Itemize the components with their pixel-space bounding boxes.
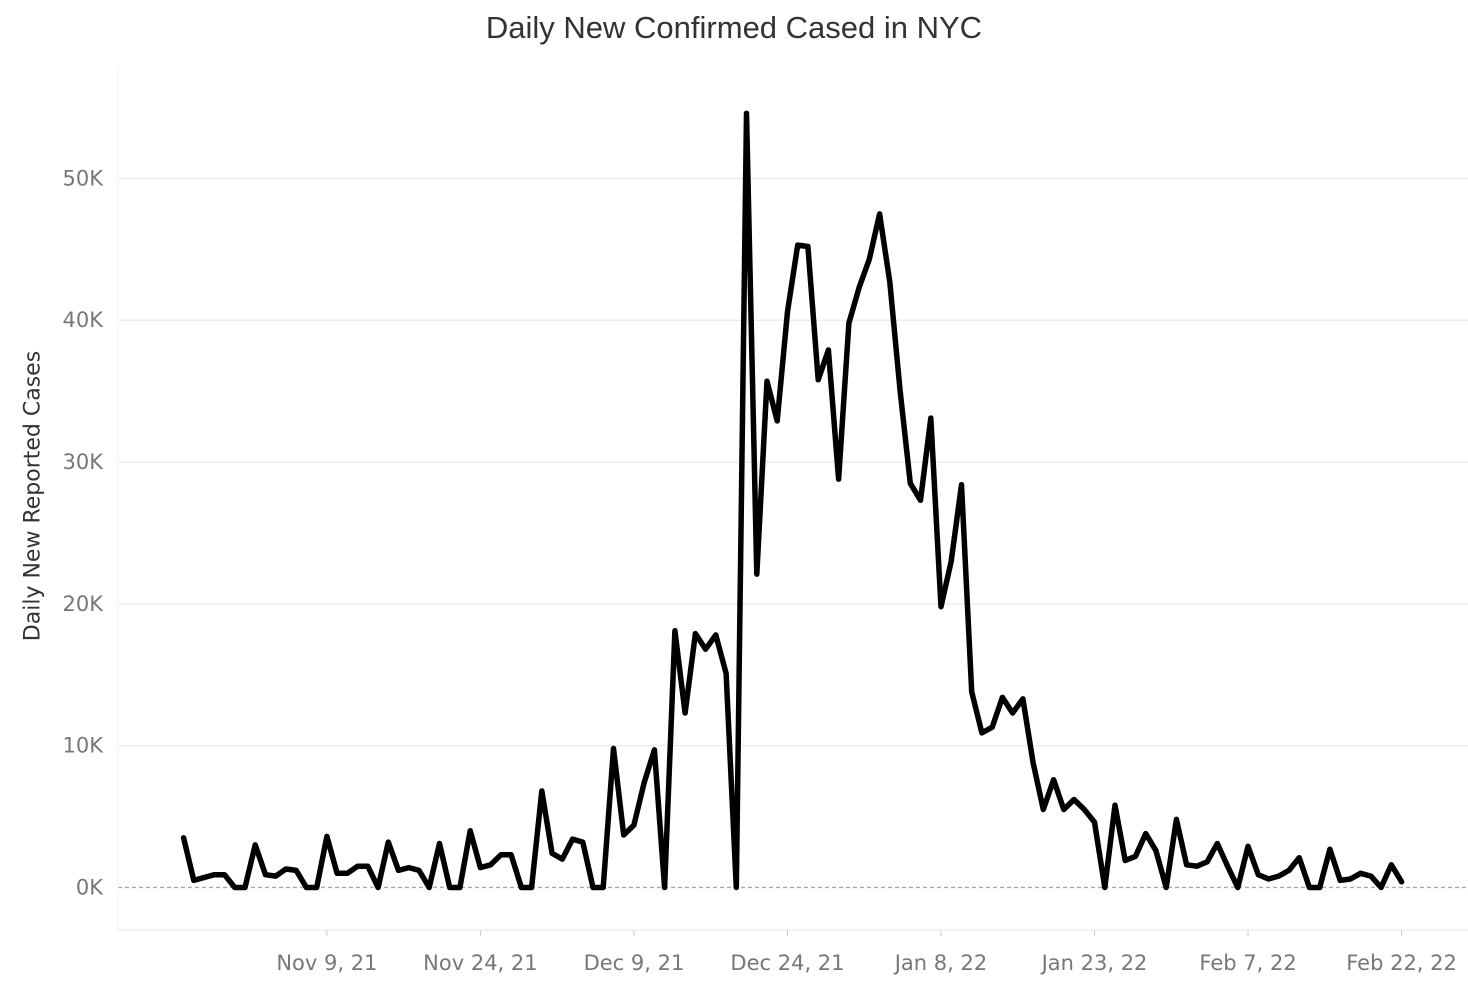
- x-tick-label: Dec 9, 21: [584, 951, 685, 975]
- y-tick-label: 30K: [63, 450, 105, 474]
- series-layer: [180, 110, 1405, 891]
- y-tick-label: 50K: [63, 166, 105, 190]
- chart-title: Daily New Confirmed Cased in NYC: [485, 10, 983, 45]
- x-axis-ticks: Nov 9, 21 Nov 24, 21 Dec 9, 21 Dec 24, 21 Ja…: [276, 930, 1457, 975]
- gridlines: [118, 177, 1468, 889]
- y-tick-label: 10K: [63, 734, 105, 758]
- x-tick-label: Nov 24, 21: [423, 951, 537, 975]
- y-axis-ticks: 0K 10K 20K 30K 40K 50K: [63, 166, 105, 899]
- y-tick-label: 0K: [76, 875, 104, 899]
- y-tick-label: 20K: [63, 592, 105, 616]
- y-tick-label: 40K: [63, 308, 105, 332]
- x-tick-label: Jan 23, 22: [1040, 951, 1148, 975]
- x-tick-label: Feb 22, 22: [1346, 951, 1457, 975]
- x-tick-label: Nov 9, 21: [276, 951, 377, 975]
- x-tick-label: Feb 7, 22: [1199, 951, 1296, 975]
- x-tick-label: Jan 8, 22: [893, 951, 987, 975]
- series-line: [180, 110, 1405, 891]
- x-tick-label: Dec 24, 21: [730, 951, 844, 975]
